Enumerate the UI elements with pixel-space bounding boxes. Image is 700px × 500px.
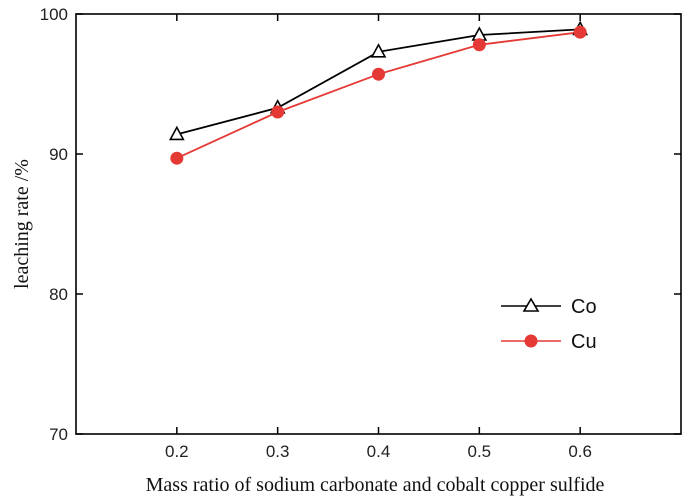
legend-co-marker bbox=[522, 297, 540, 312]
x-tick-label: 0.3 bbox=[266, 442, 290, 461]
y-tick-label: 80 bbox=[49, 285, 68, 304]
y-axis-title: leaching rate /% bbox=[11, 159, 33, 289]
x-axis-title: Mass ratio of sodium carbonate and cobal… bbox=[146, 474, 605, 496]
x-tick-label: 0.4 bbox=[367, 442, 391, 461]
series-cu-point bbox=[573, 25, 587, 39]
x-tick-label: 0.5 bbox=[468, 442, 492, 461]
x-axis: 0.2 0.3 0.4 0.5 0.6 bbox=[165, 14, 592, 461]
x-tick-label: 0.2 bbox=[165, 442, 189, 461]
series-cu-point bbox=[372, 67, 385, 81]
series-co-point bbox=[168, 125, 185, 141]
y-tick-label: 100 bbox=[40, 5, 68, 24]
legend-cu-label: Cu bbox=[571, 331, 597, 353]
y-axis: 70 80 90 100 bbox=[40, 5, 681, 444]
series-co-point bbox=[370, 43, 387, 58]
legend-co-label: Co bbox=[571, 296, 597, 318]
y-tick-label: 90 bbox=[49, 145, 68, 164]
x-tick-label: 0.6 bbox=[568, 442, 592, 461]
series-layer bbox=[168, 20, 589, 165]
series-cu-point bbox=[170, 151, 184, 165]
series-cu-point bbox=[271, 105, 285, 119]
series-cu-point bbox=[472, 38, 486, 52]
legend: Co Cu bbox=[501, 296, 597, 353]
legend-cu-marker bbox=[524, 334, 538, 348]
y-tick-label: 70 bbox=[49, 425, 68, 444]
